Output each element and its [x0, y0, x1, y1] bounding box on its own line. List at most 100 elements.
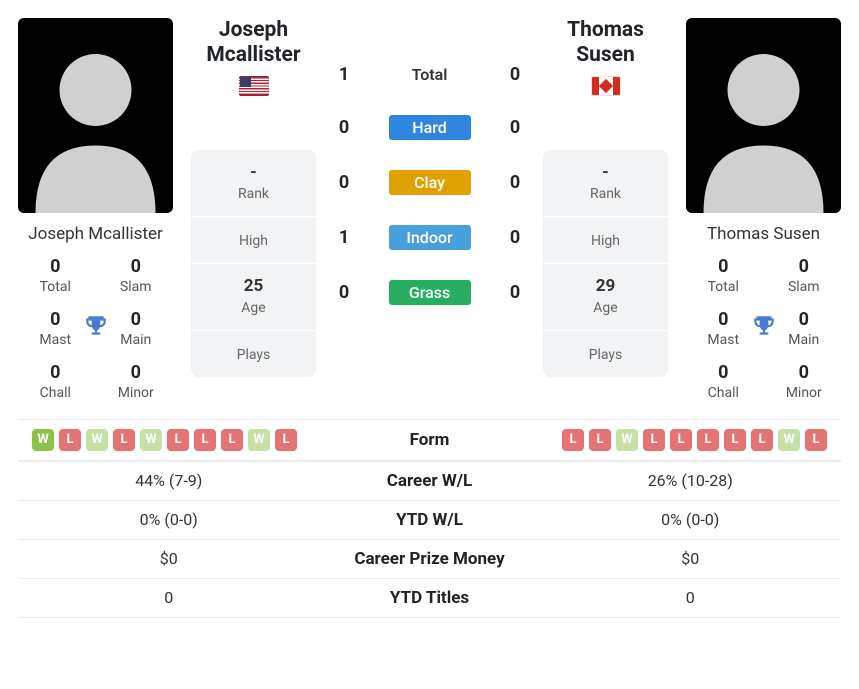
flag-icon-ca [591, 76, 621, 96]
cmp-left-value: 0% (0-0) [18, 510, 320, 529]
cmp-label: Career Prize Money [320, 549, 540, 569]
info-card-left: - Rank High 25 Age Plays [191, 150, 316, 377]
h2h-left-value: 0 [334, 172, 354, 193]
form-result: L [751, 429, 773, 451]
title-chall: 0 Chall [686, 362, 761, 401]
cmp-right-value: 0 [540, 588, 842, 607]
h2h-left-value: 0 [334, 117, 354, 138]
player-photo-right [686, 18, 841, 213]
form-result: W [248, 429, 270, 451]
form-result: W [616, 429, 638, 451]
info-column-left: Joseph Mcallister - Rank High 25 Age Pla… [191, 18, 316, 377]
cmp-left-value: 44% (7-9) [18, 471, 320, 490]
form-result: L [643, 429, 665, 451]
title-slam: 0 Slam [767, 256, 842, 295]
title-main: 0 Main [767, 309, 842, 348]
title-mast: 0 Mast [18, 309, 93, 348]
cmp-label: YTD Titles [320, 588, 540, 608]
cmp-row: 0YTD Titles0 [18, 579, 841, 618]
h2h-left-value: 1 [334, 64, 354, 85]
form-result: W [32, 429, 54, 451]
form-result: L [59, 429, 81, 451]
form-result: W [86, 429, 108, 451]
cmp-row: $0Career Prize Money$0 [18, 540, 841, 579]
title-mast: 0 Mast [686, 309, 761, 348]
h2h-right-value: 0 [505, 172, 525, 193]
form-result: L [113, 429, 135, 451]
player-card-right: Thomas Susen 0 Total 0 Slam 0 Mast 0 Mai… [686, 18, 841, 401]
form-sequence-right: LLWLLLLLWL [540, 429, 842, 451]
h2h-label: Total [389, 65, 471, 84]
cmp-right-value: $0 [540, 549, 842, 568]
info-high: High [543, 217, 668, 264]
h2h-row: 0 Grass 0 [334, 280, 525, 305]
name-block-left: Joseph Mcallister [191, 18, 316, 96]
h2h-row: 0 Clay 0 [334, 170, 525, 195]
silhouette-icon [18, 33, 173, 213]
form-result: W [140, 429, 162, 451]
player-name-caption-right: Thomas Susen [686, 223, 841, 246]
form-result: L [194, 429, 216, 451]
info-card-right: - Rank High 29 Age Plays [543, 150, 668, 377]
title-total: 0 Total [686, 256, 761, 295]
cmp-row-form: WLWLWLLLWL Form LLWLLLLLWL [18, 419, 841, 461]
info-rank: - Rank [543, 150, 668, 217]
h2h-row: 1 Total 0 [334, 64, 525, 85]
title-chall: 0 Chall [18, 362, 93, 401]
name-block-right: Thomas Susen [543, 18, 668, 96]
cmp-row: 0% (0-0)YTD W/L0% (0-0) [18, 501, 841, 540]
form-result: L [805, 429, 827, 451]
info-column-right: Thomas Susen - Rank High 29 Age Plays [543, 18, 668, 377]
h2h-row: 1 Indoor 0 [334, 225, 525, 250]
cmp-label: Form [320, 430, 540, 450]
h2h-label: Indoor [389, 225, 471, 250]
titles-grid-right: 0 Total 0 Slam 0 Mast 0 Main 0 Chall 0 M… [686, 256, 841, 401]
h2h-left-value: 1 [334, 227, 354, 248]
form-result: L [167, 429, 189, 451]
title-minor: 0 Minor [99, 362, 174, 401]
h2h-right-value: 0 [505, 117, 525, 138]
form-result: L [275, 429, 297, 451]
h2h-label: Grass [389, 280, 471, 305]
cmp-left-value: 0 [18, 588, 320, 607]
cmp-label: YTD W/L [320, 510, 540, 530]
flag-icon-us [239, 76, 269, 96]
info-plays: Plays [543, 331, 668, 377]
cmp-right-value: 26% (10-28) [540, 471, 842, 490]
info-high: High [191, 217, 316, 264]
form-result: L [697, 429, 719, 451]
info-age: 29 Age [543, 264, 668, 331]
title-minor: 0 Minor [767, 362, 842, 401]
comparison-table: WLWLWLLLWL Form LLWLLLLLWL 44% (7-9)Care… [18, 419, 841, 618]
form-result: W [778, 429, 800, 451]
cmp-label: Career W/L [320, 471, 540, 491]
h2h-right-value: 0 [505, 227, 525, 248]
silhouette-icon [686, 33, 841, 213]
titles-grid-left: 0 Total 0 Slam 0 Mast 0 Main 0 Chall 0 M… [18, 256, 173, 401]
player-name-caption-left: Joseph Mcallister [18, 223, 173, 246]
info-rank: - Rank [191, 150, 316, 217]
title-main: 0 Main [99, 309, 174, 348]
title-slam: 0 Slam [99, 256, 174, 295]
cmp-row: 44% (7-9)Career W/L26% (10-28) [18, 461, 841, 501]
h2h-left-value: 0 [334, 282, 354, 303]
form-result: L [221, 429, 243, 451]
player-photo-left [18, 18, 173, 213]
h2h-label: Clay [389, 170, 471, 195]
cmp-left-value: $0 [18, 549, 320, 568]
form-result: L [562, 429, 584, 451]
info-plays: Plays [191, 331, 316, 377]
form-result: L [670, 429, 692, 451]
h2h-label: Hard [389, 115, 471, 140]
h2h-right-value: 0 [505, 64, 525, 85]
form-sequence-left: WLWLWLLLWL [18, 429, 320, 451]
h2h-column: 1 Total 0 0 Hard 0 0 Clay 0 1 Indoor 0 0 Grass 0 [334, 18, 525, 305]
info-age: 25 Age [191, 264, 316, 331]
h2h-right-value: 0 [505, 282, 525, 303]
form-result: L [724, 429, 746, 451]
form-result: L [589, 429, 611, 451]
h2h-row: 0 Hard 0 [334, 115, 525, 140]
title-total: 0 Total [18, 256, 93, 295]
cmp-right-value: 0% (0-0) [540, 510, 842, 529]
player-card-left: Joseph Mcallister 0 Total 0 Slam 0 Mast … [18, 18, 173, 401]
